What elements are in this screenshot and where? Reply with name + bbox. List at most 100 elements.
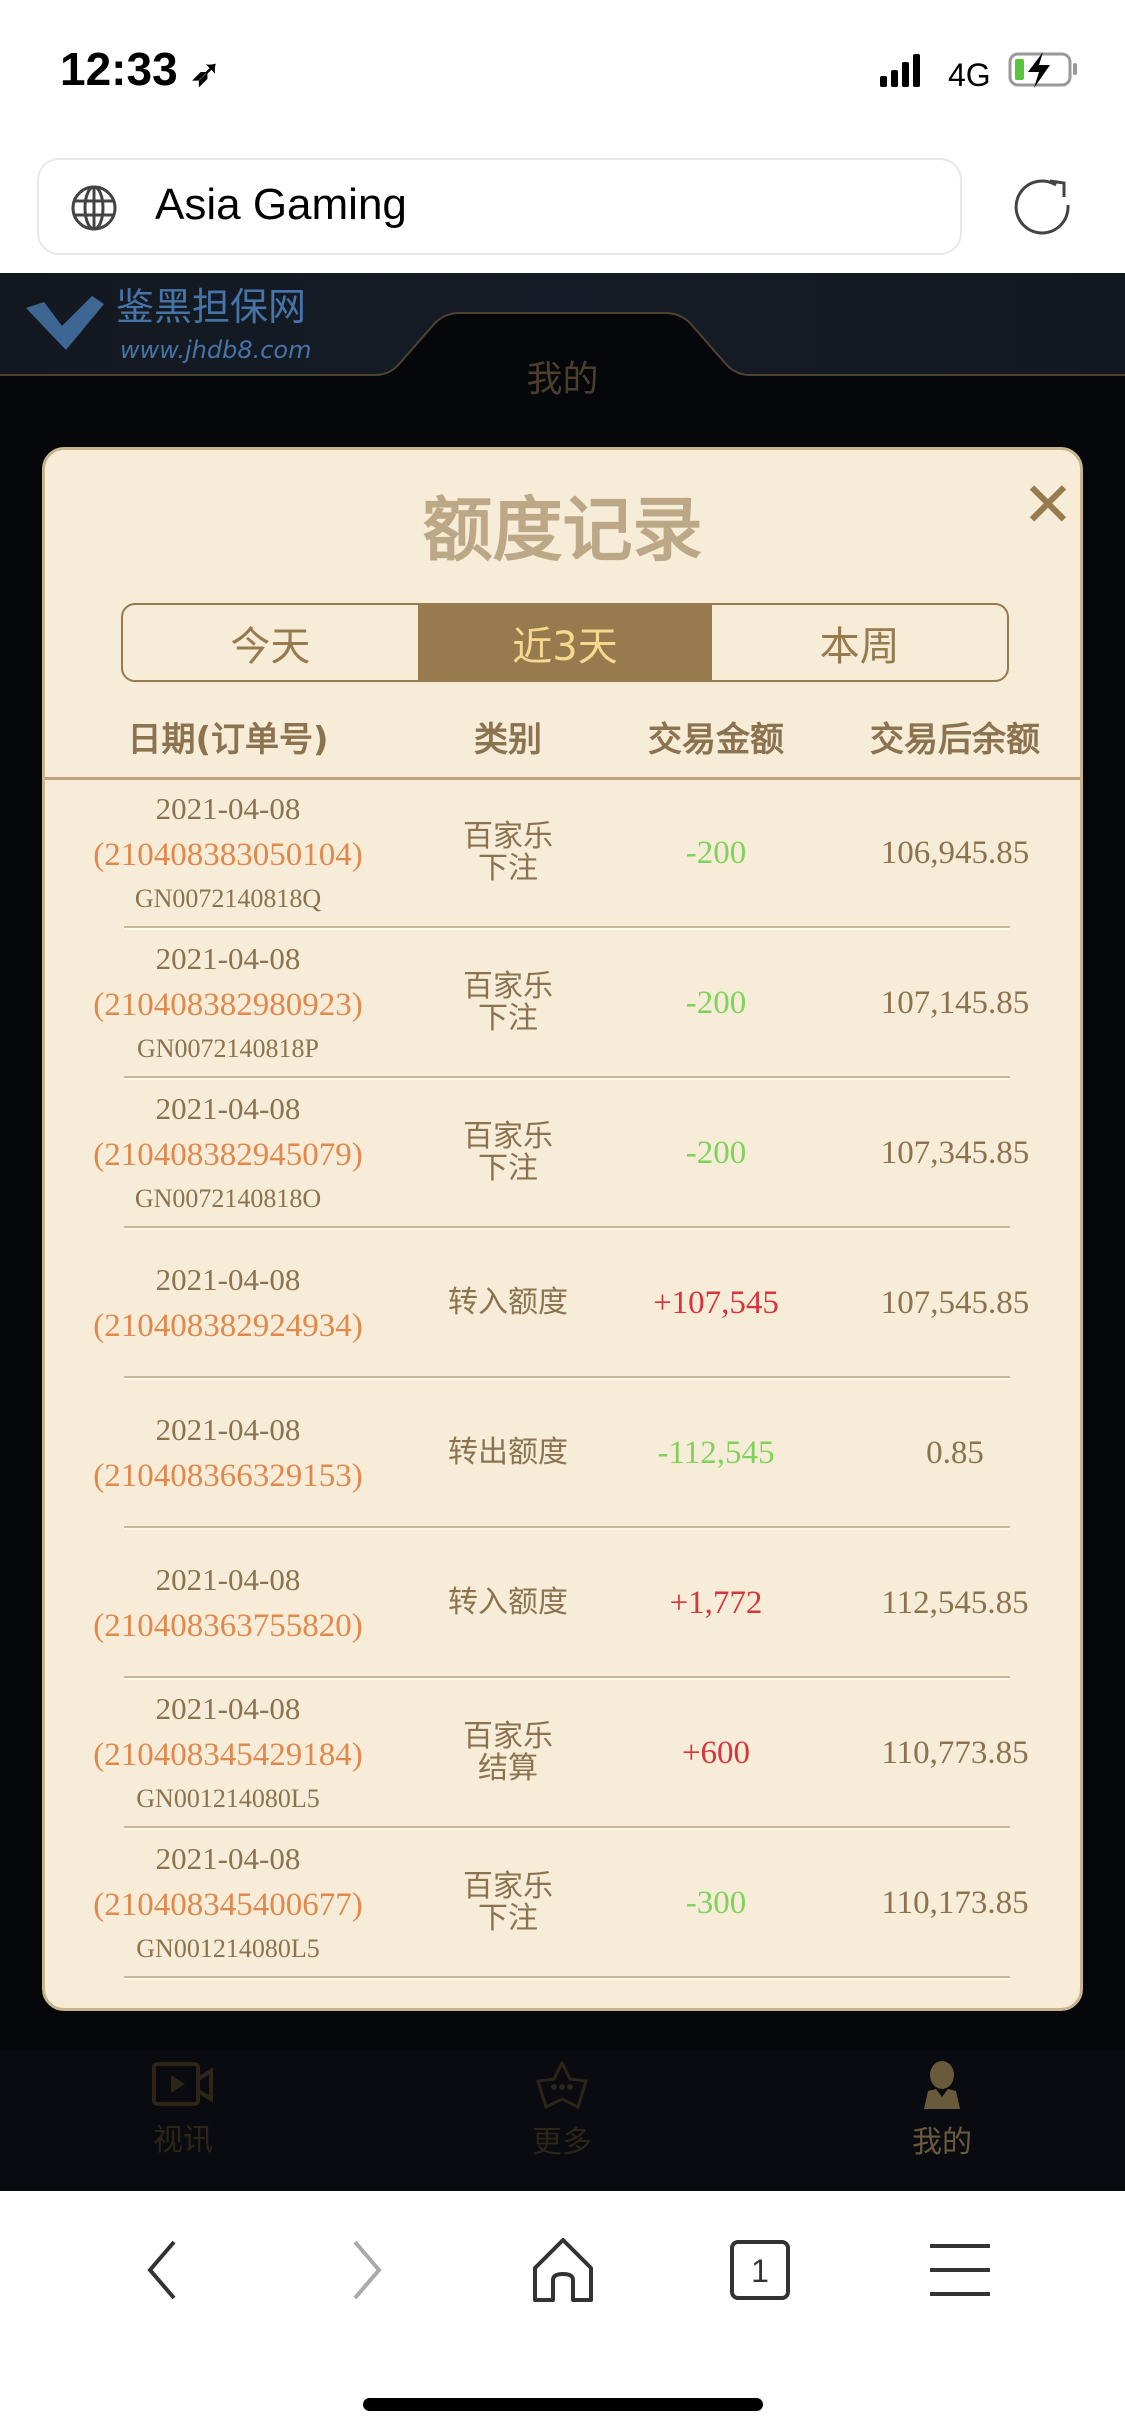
row-divider bbox=[124, 1376, 1010, 1380]
date-order-cell: 2021-04-08 (210408366329153) bbox=[65, 1380, 391, 1526]
category-text: 下注 bbox=[478, 851, 538, 886]
status-icons: 4G bbox=[880, 52, 1077, 90]
tab-more[interactable]: 更多 bbox=[482, 2061, 642, 2186]
signal-icon bbox=[880, 76, 887, 87]
home-indicator bbox=[363, 2398, 763, 2411]
date-range-tabs: 今天 近3天 本周 bbox=[121, 603, 1009, 682]
category-text: 百家乐 bbox=[463, 1719, 553, 1754]
amount-cell: +600 bbox=[635, 1980, 797, 2008]
category-text: 百家乐 bbox=[463, 969, 553, 1004]
date-order-cell: 2021-04-08 (210408345429184) GN001214080… bbox=[65, 1680, 391, 1826]
order-number[interactable]: (210408382945079) bbox=[93, 1137, 363, 1173]
network-label: 4G bbox=[948, 57, 991, 90]
col-amount: 交易金额 bbox=[648, 720, 784, 760]
tab-last-3-days[interactable]: 近3天 bbox=[417, 605, 713, 680]
category-text: 百家乐 bbox=[463, 1119, 553, 1154]
col-category: 类别 bbox=[474, 720, 542, 760]
page-title[interactable]: Asia Gaming bbox=[155, 180, 407, 229]
tab-mine-label: 我的 bbox=[912, 2125, 972, 2160]
header-title: 我的 bbox=[526, 359, 599, 400]
back-icon[interactable] bbox=[122, 2230, 202, 2310]
order-number[interactable]: (210408363755820) bbox=[93, 1608, 363, 1644]
tabs-icon[interactable]: 1 bbox=[720, 2230, 800, 2310]
row-date: 2021-04-08 bbox=[155, 1562, 301, 1597]
table-row: 2021-04-08 (210408382924934) 转入额度 +107,54… bbox=[45, 1230, 1080, 1380]
date-order-cell: 2021-04-08 (210408345400677) GN001214080… bbox=[65, 1830, 391, 1976]
amount-cell: +107,545 bbox=[653, 1284, 779, 1321]
header-divider bbox=[45, 777, 1080, 780]
table-row: 2021-04-08 (210408345429184) GN001214080… bbox=[45, 1680, 1080, 1830]
category-cell: 百家乐 下注 bbox=[425, 1080, 591, 1226]
order-number[interactable]: (210408366329153) bbox=[93, 1458, 363, 1494]
game-id: GN001214080L5 bbox=[136, 1934, 320, 1963]
row-divider bbox=[124, 926, 1010, 930]
row-date: 2021-04-08 bbox=[156, 2007, 301, 2008]
date-order-cell: 2021-04-08 (210408363755820) bbox=[65, 1530, 391, 1676]
row-date: 2021-04-08 bbox=[155, 1841, 301, 1876]
status-time: 12:33 ➶ bbox=[60, 42, 221, 96]
record-list[interactable]: 2021-04-08 (210408383050104) GN007214081… bbox=[45, 780, 1080, 2008]
category-text: 转入额度 bbox=[448, 1585, 568, 1620]
browser-toolbar bbox=[0, 2191, 1125, 2436]
row-divider bbox=[124, 1826, 1010, 1830]
order-number[interactable]: (210408345429184) bbox=[93, 1737, 363, 1773]
category-cell: 百家乐 下注 bbox=[425, 1830, 591, 1976]
battery-icon bbox=[1008, 52, 1072, 87]
date-order-cell: 2021-04-08 (210408382980923) GN007214081… bbox=[65, 930, 391, 1076]
address-bar[interactable] bbox=[37, 158, 962, 255]
category-text: 百家乐 bbox=[463, 819, 553, 854]
balance-cell: 107,345.85 bbox=[880, 1134, 1030, 1171]
game-id: GN001214080L5 bbox=[136, 1784, 320, 1813]
row-divider bbox=[124, 1526, 1010, 1530]
row-divider bbox=[124, 1976, 1010, 1980]
balance-cell: 110,773.85 bbox=[881, 1734, 1029, 1771]
balance-cell: 110,473.85 bbox=[845, 1980, 1065, 2008]
tab-more-label: 更多 bbox=[532, 2125, 592, 2160]
table-row: 2021-04-08 (210408366329153) 转出额度 -112,54… bbox=[45, 1380, 1080, 1530]
globe-icon bbox=[71, 185, 117, 231]
balance-cell: 0.85 bbox=[926, 1434, 984, 1471]
home-icon[interactable] bbox=[523, 2230, 603, 2310]
order-number[interactable]: (210408382924934) bbox=[93, 1308, 363, 1344]
row-divider bbox=[124, 1076, 1010, 1080]
forward-icon[interactable] bbox=[327, 2230, 407, 2310]
reload-icon[interactable] bbox=[1012, 175, 1076, 241]
table-row: 2021-04-08 (210408382945079) GN007214081… bbox=[45, 1080, 1080, 1230]
balance-cell: 110,173.85 bbox=[881, 1884, 1029, 1921]
balance-cell: 107,545.85 bbox=[880, 1284, 1030, 1321]
order-number[interactable]: (210408383050104) bbox=[93, 837, 363, 873]
credit-record-modal: 额度记录 ✕ 今天 近3天 本周 日期(订单号) 类别 交易金额 交易后余额 2… bbox=[42, 447, 1083, 2011]
balance-cell: 106,945.85 bbox=[880, 834, 1030, 871]
row-date: 2021-04-08 bbox=[155, 1412, 301, 1447]
game-id: GN0072140818Q bbox=[134, 884, 322, 913]
tab-today[interactable]: 今天 bbox=[230, 623, 311, 670]
date-order-cell: 2021-04-08 (210408345344296) bbox=[65, 1980, 391, 2008]
order-number[interactable]: (210408382980923) bbox=[93, 987, 363, 1023]
amount-cell: -200 bbox=[685, 1134, 747, 1171]
row-divider bbox=[124, 1226, 1010, 1230]
table-row: 2021-04-08 (210408345400677) GN001214080… bbox=[45, 1830, 1080, 1980]
category-text: 下注 bbox=[478, 1901, 538, 1936]
category-text: 下注 bbox=[478, 1151, 538, 1186]
tab-mine[interactable]: 我的 bbox=[862, 2061, 1022, 2186]
col-balance: 交易后余额 bbox=[870, 720, 1040, 760]
category-cell: 转入额度 bbox=[425, 1530, 591, 1676]
row-date: 2021-04-08 bbox=[155, 791, 301, 826]
location-arrow-icon: ➶ bbox=[190, 52, 221, 93]
category-cell: 百家乐结算 bbox=[425, 1680, 591, 1826]
user-icon bbox=[924, 2061, 960, 2109]
table-row: 2021-04-08 (210408383050104) GN007214081… bbox=[45, 780, 1080, 930]
date-order-cell: 2021-04-08 (210408383050104) GN007214081… bbox=[65, 780, 391, 926]
menu-icon[interactable] bbox=[920, 2230, 1000, 2310]
amount-cell: -200 bbox=[685, 984, 747, 1021]
category-text: 结算 bbox=[478, 1751, 538, 1786]
amount-cell: +600 bbox=[681, 1734, 751, 1771]
game-id: GN0072140818P bbox=[136, 1034, 319, 1063]
order-number[interactable]: (210408345400677) bbox=[93, 1887, 363, 1923]
close-icon[interactable]: ✕ bbox=[1022, 468, 1074, 541]
balance-cell: 112,545.85 bbox=[881, 1584, 1029, 1621]
tab-this-week[interactable]: 本周 bbox=[819, 623, 900, 670]
tab-video[interactable]: 视讯 bbox=[103, 2061, 263, 2186]
